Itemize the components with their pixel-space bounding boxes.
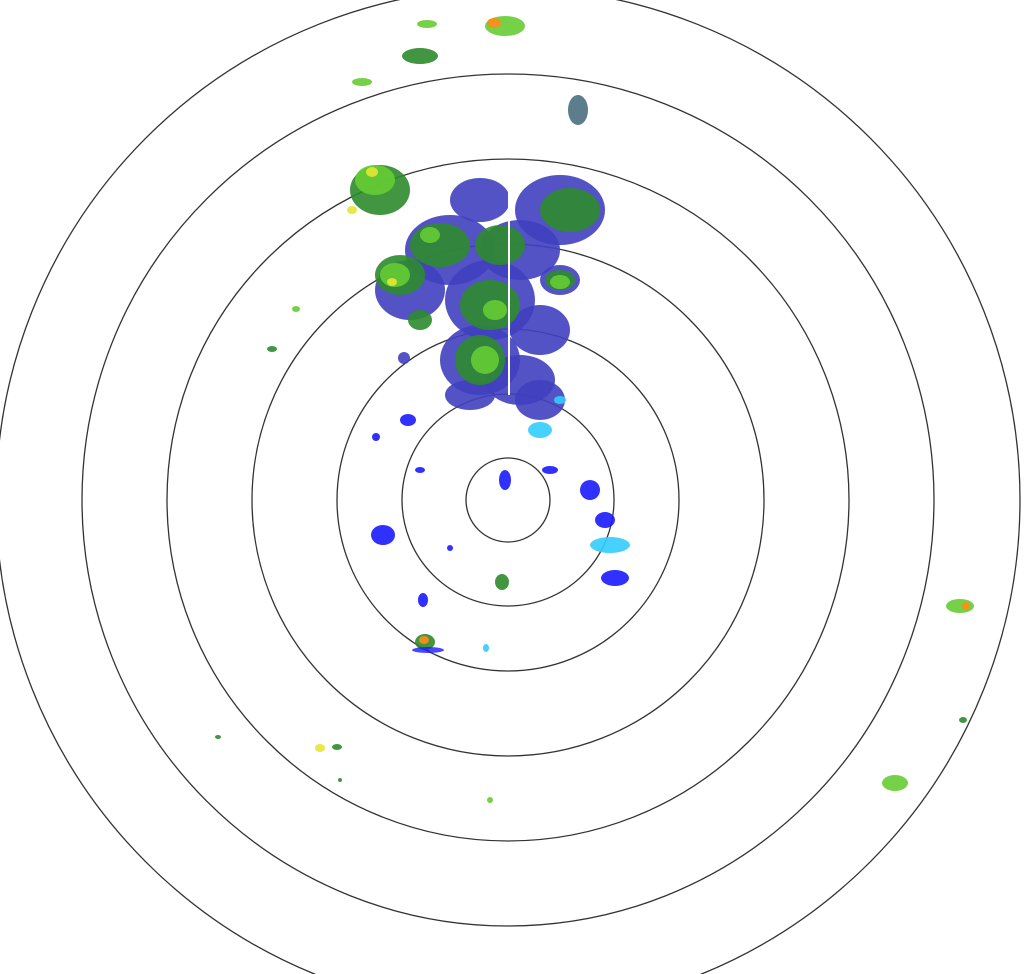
echo-clutter [568,95,588,125]
echo-weak [372,433,380,441]
echo-weak [418,593,428,607]
echo-weak [371,525,395,545]
echo-bright [420,227,440,243]
echo-moderate [338,778,342,782]
echo-weak [542,466,558,474]
echo-light [515,380,565,420]
echo-moderate [475,225,525,265]
echo-orange [419,636,429,644]
echo-weak [400,414,416,426]
echo-cyan [590,537,630,553]
echo-moderate [402,48,438,64]
echo-cyan [528,422,552,438]
echo-bright [487,797,493,803]
echo-weak [580,480,600,500]
precipitation-echoes [215,16,974,803]
range-ring [81,73,935,927]
echo-moderate [332,744,342,750]
echo-light [510,305,570,355]
echo-bright [355,165,395,195]
echo-bright [292,306,300,312]
range-ring [465,457,551,543]
echo-moderate [959,717,967,723]
range-ring [166,158,850,842]
echo-bright [550,275,570,289]
range-ring [401,393,615,607]
echo-moderate [215,735,221,739]
echo-weak [601,570,629,586]
echo-yellow [315,744,325,752]
echo-bright [352,78,372,86]
echo-weak [447,545,453,551]
echo-light [398,352,410,364]
echo-bright [882,775,908,791]
echo-weak [412,647,444,653]
echo-weak [499,470,511,490]
echo-cyan [554,396,566,404]
echo-cyan [483,644,489,652]
echo-yellow [387,278,397,286]
echo-weak [415,467,425,473]
echo-moderate [495,574,509,590]
echo-moderate [267,346,277,352]
echo-yellow [347,206,357,214]
echo-bright [417,20,437,28]
echo-yellow [366,167,378,177]
echo-orange [487,18,501,28]
echo-bright [483,300,507,320]
echo-moderate [540,188,600,232]
echo-light [450,178,510,222]
echo-moderate [408,310,432,330]
echo-moderate [410,223,470,267]
echo-orange [962,602,970,610]
echo-weak [595,512,615,528]
echo-bright [471,346,499,374]
echo-light [445,380,495,410]
